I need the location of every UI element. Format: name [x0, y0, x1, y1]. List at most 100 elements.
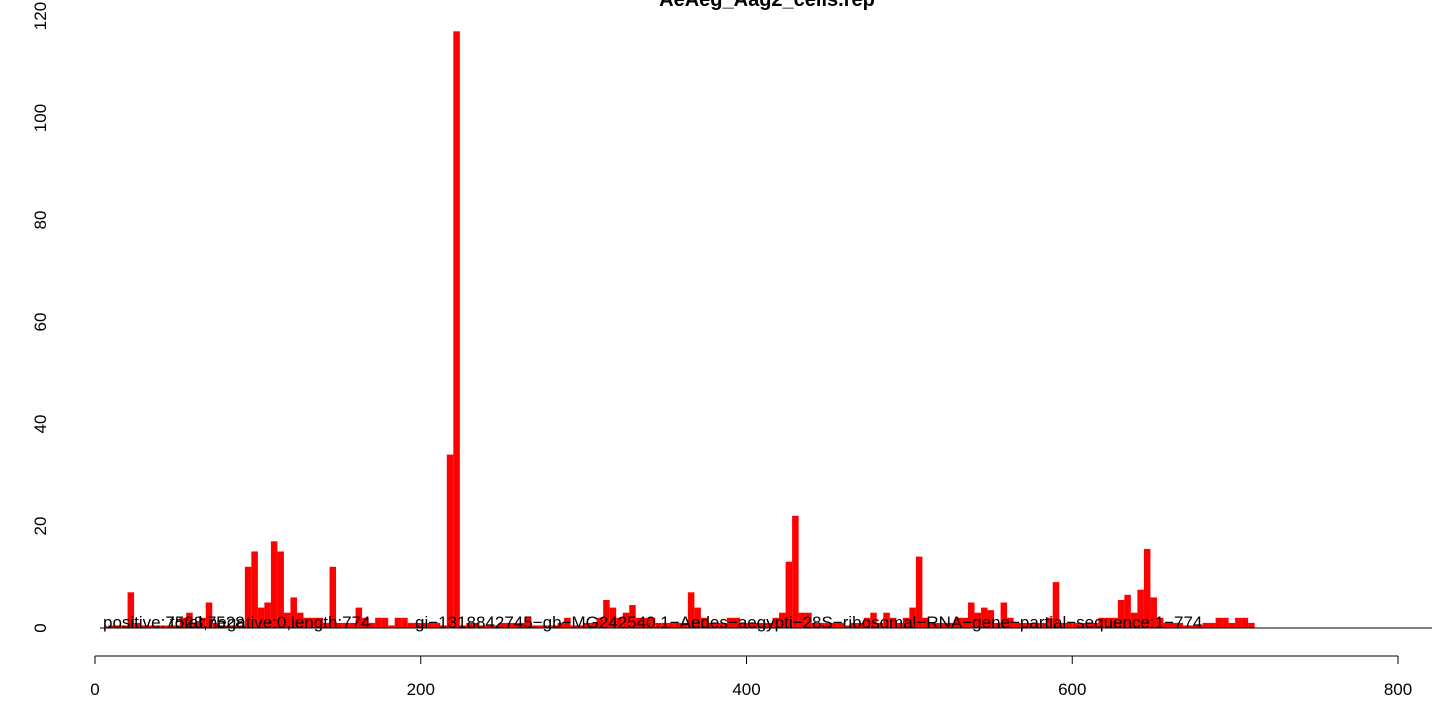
bar	[238, 625, 245, 628]
bar	[1248, 622, 1255, 628]
bar	[544, 625, 552, 628]
x-tick-label: 200	[407, 680, 435, 699]
bar	[1222, 617, 1229, 628]
bar	[264, 602, 271, 628]
bar	[941, 622, 949, 628]
bar	[564, 617, 571, 628]
bar	[915, 556, 923, 628]
bar	[192, 622, 200, 628]
bar	[739, 622, 747, 628]
bar	[147, 625, 154, 628]
bar	[661, 622, 669, 628]
bars-group	[108, 31, 1255, 629]
bar	[551, 625, 558, 628]
bar	[459, 625, 467, 628]
bar	[1130, 612, 1138, 628]
bar	[531, 625, 539, 628]
bar	[707, 622, 714, 628]
bar	[362, 617, 369, 628]
bar	[355, 607, 363, 628]
bar	[244, 566, 252, 628]
bar	[622, 612, 630, 628]
bar	[218, 625, 226, 628]
bar	[713, 622, 721, 628]
bar	[655, 622, 662, 628]
bar	[381, 617, 389, 628]
bar	[1163, 622, 1170, 628]
bar	[1241, 617, 1249, 628]
bar	[472, 622, 480, 628]
bar	[590, 622, 597, 628]
y-tick-label: 60	[31, 313, 50, 332]
bar	[700, 617, 708, 628]
bar	[283, 612, 291, 628]
bar	[511, 622, 519, 628]
bar	[902, 617, 910, 628]
bar	[922, 617, 929, 628]
bar	[1235, 617, 1242, 628]
bar	[277, 551, 284, 628]
bar	[1091, 622, 1099, 628]
bar	[433, 622, 441, 628]
bar	[994, 622, 1001, 628]
y-tick-label: 80	[31, 211, 50, 230]
bar	[577, 625, 584, 628]
bar	[316, 617, 324, 628]
bar	[127, 592, 135, 628]
bar	[1183, 625, 1190, 628]
bar	[290, 597, 297, 628]
bar	[310, 617, 317, 628]
bar	[498, 622, 506, 628]
baseline-annotation: positive:7528,negative:0,length:774	[103, 613, 370, 632]
y-tick-label: 100	[31, 104, 50, 132]
baseline-annotation: total:7528	[170, 613, 245, 632]
bar	[720, 622, 727, 628]
bar	[199, 617, 206, 628]
bar	[635, 617, 643, 628]
bar	[1169, 622, 1177, 628]
x-tick-label: 800	[1384, 680, 1412, 699]
y-tick-label: 0	[31, 623, 50, 632]
bar	[427, 622, 434, 628]
bar	[968, 602, 975, 628]
bar	[1228, 622, 1236, 628]
bar	[681, 622, 688, 628]
bar	[674, 622, 682, 628]
bar	[479, 625, 486, 628]
bar	[1059, 622, 1066, 628]
bar	[935, 622, 942, 628]
bar	[811, 622, 819, 628]
bar	[303, 617, 310, 628]
bar	[108, 625, 115, 628]
bar	[889, 617, 897, 628]
bar	[440, 625, 447, 628]
y-axis: 0 20 40 60 80 100 120	[31, 2, 50, 633]
bar	[1033, 622, 1040, 628]
bar	[323, 622, 330, 628]
bar	[1046, 617, 1053, 628]
bar	[1026, 622, 1034, 628]
bar	[1072, 622, 1079, 628]
y-tick-label: 20	[31, 517, 50, 536]
bar	[726, 617, 734, 628]
bar	[753, 622, 760, 628]
bar	[557, 622, 565, 628]
bar	[1085, 622, 1092, 628]
bar	[257, 607, 265, 628]
bar	[179, 617, 187, 628]
bar	[954, 617, 962, 628]
annotation-group: positive:7528,negative:0,length:774total…	[103, 613, 1202, 632]
bar	[296, 612, 304, 628]
bar	[1013, 622, 1021, 628]
bar	[766, 622, 773, 628]
bar	[1176, 622, 1183, 628]
bar	[186, 612, 193, 628]
bar	[850, 622, 858, 628]
bar	[1189, 625, 1197, 628]
bar	[231, 625, 239, 628]
bar	[401, 617, 408, 628]
bar	[1020, 622, 1027, 628]
bar	[342, 622, 350, 628]
bar	[134, 622, 141, 628]
